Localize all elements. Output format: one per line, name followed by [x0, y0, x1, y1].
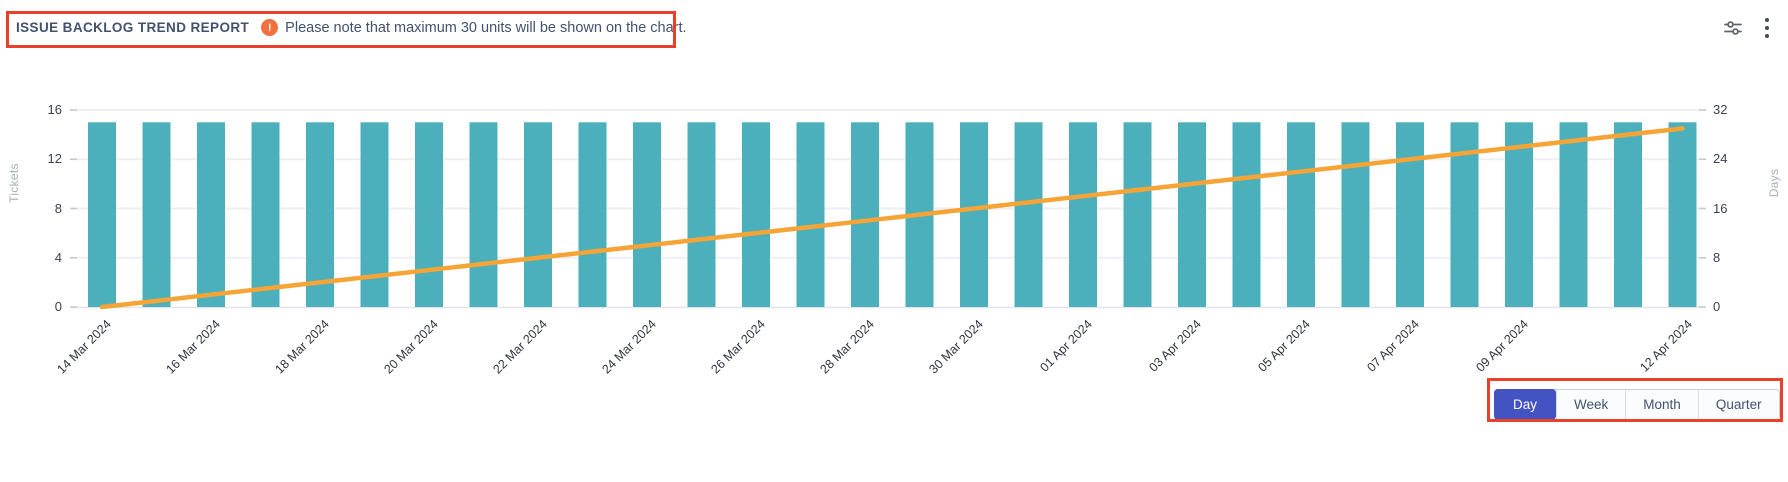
- bar[interactable]: [851, 122, 879, 307]
- right-axis-tick-label: 16: [1713, 200, 1728, 216]
- bar[interactable]: [1614, 122, 1642, 307]
- bar[interactable]: [251, 122, 280, 307]
- bar[interactable]: [796, 122, 825, 307]
- right-axis-tick-label: 0: [1713, 299, 1721, 314]
- bar[interactable]: [142, 122, 171, 307]
- bar[interactable]: [1668, 122, 1697, 307]
- trend-line[interactable]: [99, 126, 1685, 310]
- bar[interactable]: [1069, 122, 1097, 307]
- bar[interactable]: [197, 122, 225, 307]
- toggle-month-button[interactable]: Month: [1625, 390, 1698, 419]
- bar[interactable]: [1341, 122, 1370, 307]
- report-title: ISSUE BACKLOG TREND REPORT: [16, 20, 250, 35]
- time-granularity-toggle: Day Week Month Quarter: [1494, 389, 1780, 420]
- left-axis-tick-label: 4: [54, 249, 62, 265]
- bar[interactable]: [306, 122, 334, 307]
- right-axis-tick-label: 32: [1713, 102, 1728, 117]
- backlog-trend-chart: 0 4 8 12 16 0 8 16 24 32 14 Mar 2024 16 Mar 2024 18 …: [7, 102, 1781, 377]
- bar[interactable]: [469, 122, 498, 307]
- left-axis-tick-label: 0: [54, 299, 62, 314]
- bar[interactable]: [742, 122, 770, 307]
- left-axis-title: Tickets: [7, 163, 21, 203]
- left-axis-tick-label: 16: [47, 102, 62, 117]
- bar[interactable]: [960, 122, 988, 307]
- bar[interactable]: [1178, 122, 1206, 307]
- kebab-menu-icon[interactable]: [1764, 16, 1770, 40]
- toggle-quarter-button[interactable]: Quarter: [1697, 390, 1779, 419]
- bar[interactable]: [1232, 122, 1261, 307]
- right-axis-title: Days: [1767, 168, 1781, 198]
- bar[interactable]: [1396, 122, 1424, 307]
- bar[interactable]: [1505, 122, 1533, 307]
- note-text: Please note that maximum 30 units will b…: [285, 19, 687, 36]
- bar[interactable]: [1287, 122, 1315, 307]
- bar[interactable]: [1559, 122, 1588, 307]
- toggle-day-button[interactable]: Day: [1494, 389, 1557, 420]
- bar[interactable]: [578, 122, 607, 307]
- bar[interactable]: [687, 122, 716, 307]
- bar[interactable]: [1123, 122, 1152, 307]
- bar[interactable]: [1014, 122, 1043, 307]
- bar[interactable]: [633, 122, 661, 307]
- left-axis-tick-label: 8: [54, 200, 62, 216]
- bar[interactable]: [415, 122, 443, 307]
- bar[interactable]: [88, 122, 116, 307]
- toolbar-icons: [1722, 16, 1770, 40]
- right-axis-tick-label: 8: [1713, 249, 1721, 265]
- toggle-week-button[interactable]: Week: [1556, 390, 1625, 419]
- report-note: ! Please note that maximum 30 units will…: [261, 19, 687, 36]
- filter-sliders-icon[interactable]: [1722, 17, 1744, 39]
- left-axis-tick-label: 12: [47, 151, 62, 167]
- bar[interactable]: [524, 122, 552, 307]
- report-header: ISSUE BACKLOG TREND REPORT ! Please note…: [16, 19, 687, 36]
- right-axis-tick-label: 24: [1713, 151, 1728, 167]
- alert-circle-icon: !: [261, 19, 279, 36]
- chart-canvas: [70, 109, 1706, 310]
